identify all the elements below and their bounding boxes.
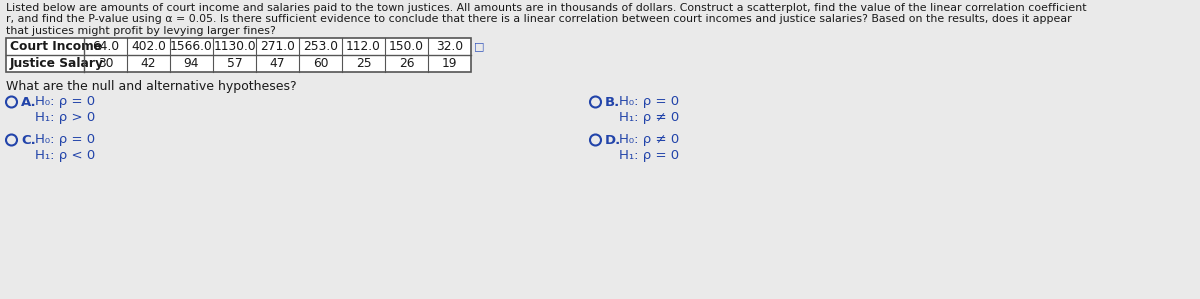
Text: H₁: ρ > 0: H₁: ρ > 0 (35, 112, 95, 124)
Text: 30: 30 (97, 57, 113, 70)
Text: 32.0: 32.0 (436, 40, 463, 53)
Text: H₀: ρ = 0: H₀: ρ = 0 (619, 95, 679, 109)
Text: 150.0: 150.0 (389, 40, 424, 53)
Text: 1130.0: 1130.0 (214, 40, 256, 53)
Text: H₀: ρ ≠ 0: H₀: ρ ≠ 0 (619, 133, 679, 147)
Text: H₁: ρ = 0: H₁: ρ = 0 (619, 150, 679, 162)
Text: Justice Salary: Justice Salary (10, 57, 104, 70)
Text: B.: B. (605, 95, 620, 109)
Bar (6, 38, 470, 72)
Text: What are the null and alternative hypotheses?: What are the null and alternative hypoth… (6, 80, 296, 93)
Text: 26: 26 (398, 57, 414, 70)
Text: Listed below are amounts of court income and salaries paid to the town justices.: Listed below are amounts of court income… (6, 3, 1087, 13)
Text: H₁: ρ ≠ 0: H₁: ρ ≠ 0 (619, 112, 679, 124)
Text: 112.0: 112.0 (346, 40, 380, 53)
Text: D.: D. (605, 133, 622, 147)
Text: Court Income: Court Income (10, 40, 102, 53)
Text: H₀: ρ = 0: H₀: ρ = 0 (35, 133, 95, 147)
Text: 25: 25 (355, 57, 371, 70)
Text: 1566.0: 1566.0 (170, 40, 212, 53)
Text: 19: 19 (442, 57, 457, 70)
Text: 60: 60 (313, 57, 329, 70)
Text: 57: 57 (227, 57, 242, 70)
Text: 271.0: 271.0 (260, 40, 295, 53)
Text: □: □ (474, 42, 485, 51)
Text: 64.0: 64.0 (92, 40, 119, 53)
Text: H₁: ρ < 0: H₁: ρ < 0 (35, 150, 95, 162)
Text: A.: A. (22, 95, 37, 109)
Text: C.: C. (22, 133, 36, 147)
Text: 253.0: 253.0 (302, 40, 338, 53)
Text: H₀: ρ = 0: H₀: ρ = 0 (35, 95, 95, 109)
Text: r, and find the P-value using α = 0.05. Is there sufficient evidence to conclude: r, and find the P-value using α = 0.05. … (6, 14, 1072, 25)
Bar (6, 38, 470, 72)
Text: 402.0: 402.0 (131, 40, 166, 53)
Text: 42: 42 (140, 57, 156, 70)
Text: 94: 94 (184, 57, 199, 70)
Text: 47: 47 (270, 57, 286, 70)
Text: that justices might profit by levying larger fines?: that justices might profit by levying la… (6, 26, 276, 36)
